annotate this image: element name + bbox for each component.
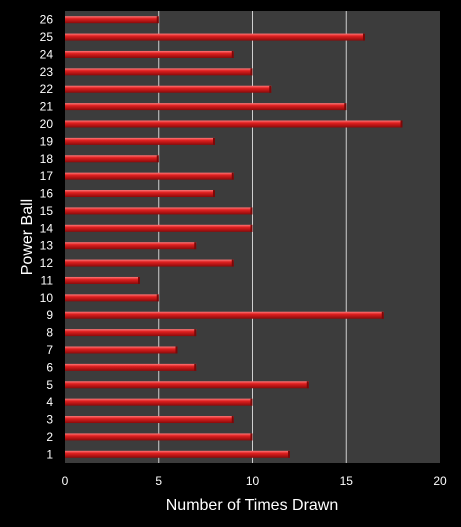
- bar-22: [65, 85, 272, 93]
- bar-5: [65, 381, 309, 389]
- x-tick-label: 0: [62, 474, 69, 488]
- bar-20: [65, 120, 403, 128]
- y-tick-label: 20: [40, 117, 54, 131]
- y-tick-label: 9: [46, 308, 53, 322]
- y-tick-label: 14: [40, 221, 54, 235]
- bar-end-cap-7: [175, 346, 178, 354]
- bar-end-cap-11: [138, 276, 140, 284]
- bar-end-cap-21: [344, 103, 347, 111]
- y-tick-label: 17: [40, 169, 54, 183]
- bar-end-cap-23: [250, 68, 253, 76]
- bar-11: [65, 276, 140, 284]
- bar-18: [65, 155, 159, 163]
- bar-end-cap-15: [250, 207, 253, 215]
- bar-end-cap-18: [156, 155, 159, 163]
- bar-12: [65, 259, 234, 267]
- y-tick-label: 25: [40, 30, 54, 44]
- y-tick-label: 8: [46, 326, 53, 340]
- bars: [65, 16, 403, 458]
- y-tick-label: 18: [40, 152, 54, 166]
- x-tick-labels: 0 5 10 15 20: [62, 474, 447, 488]
- bar-14: [65, 224, 253, 232]
- x-tick-label: 20: [433, 474, 447, 488]
- y-tick-label: 19: [40, 134, 54, 148]
- y-tick-label: 1: [46, 447, 53, 461]
- y-tick-label: 2: [46, 430, 53, 444]
- y-tick-label: 3: [46, 413, 53, 427]
- bar-19: [65, 137, 215, 145]
- bar-end-cap-12: [231, 259, 234, 267]
- y-tick-label: 6: [46, 360, 53, 374]
- y-tick-label: 11: [41, 273, 54, 287]
- bar-10: [65, 294, 159, 302]
- bar-3: [65, 416, 234, 424]
- y-tick-label: 24: [40, 47, 54, 61]
- bar-17: [65, 172, 234, 180]
- bar-end-cap-3: [231, 416, 234, 424]
- bar-4: [65, 398, 253, 406]
- bar-end-cap-13: [194, 242, 197, 250]
- y-tick-label: 26: [40, 13, 54, 27]
- bar-2: [65, 433, 253, 441]
- bar-end-cap-24: [231, 50, 234, 58]
- bar-end-cap-1: [288, 450, 290, 458]
- bar-1: [65, 450, 290, 458]
- y-tick-label: 23: [40, 65, 54, 79]
- y-tick-label: 4: [46, 395, 53, 409]
- y-tick-label: 7: [46, 343, 53, 357]
- y-tick-label: 5: [46, 378, 53, 392]
- x-tick-label: 10: [246, 474, 260, 488]
- bar-25: [65, 33, 365, 41]
- bar-6: [65, 363, 197, 371]
- bar-end-cap-25: [363, 33, 365, 41]
- x-tick-label: 15: [340, 474, 354, 488]
- bar-7: [65, 346, 178, 354]
- y-tick-label: 10: [40, 291, 54, 305]
- bar-end-cap-8: [194, 329, 197, 337]
- bar-end-cap-16: [213, 190, 215, 198]
- bar-end-cap-19: [213, 137, 215, 145]
- bar-8: [65, 329, 197, 337]
- bar-9: [65, 311, 384, 319]
- bar-21: [65, 103, 347, 111]
- bar-end-cap-9: [381, 311, 384, 319]
- y-tick-label: 21: [40, 100, 54, 114]
- y-tick-labels: 1234567891011121314151617181920212223242…: [40, 13, 54, 462]
- bar-15: [65, 207, 253, 215]
- bar-end-cap-26: [156, 16, 159, 24]
- bar-end-cap-20: [400, 120, 403, 128]
- y-tick-label: 13: [40, 239, 54, 253]
- bar-end-cap-5: [306, 381, 309, 389]
- bar-16: [65, 190, 215, 198]
- bar-end-cap-2: [250, 433, 253, 441]
- bar-end-cap-4: [250, 398, 253, 406]
- x-tick-label: 5: [155, 474, 162, 488]
- y-tick-label: 12: [40, 256, 54, 270]
- bar-24: [65, 50, 234, 58]
- bar-end-cap-22: [269, 85, 272, 93]
- y-tick-label: 16: [40, 187, 54, 201]
- bar-23: [65, 68, 253, 76]
- bar-26: [65, 16, 159, 24]
- bar-end-cap-17: [231, 172, 234, 180]
- y-tick-label: 15: [40, 204, 54, 218]
- y-axis-title: Power Ball: [19, 199, 36, 275]
- bar-end-cap-10: [156, 294, 159, 302]
- bar-end-cap-6: [194, 363, 197, 371]
- bar-13: [65, 242, 197, 250]
- y-tick-label: 22: [40, 82, 54, 96]
- bar-end-cap-14: [250, 224, 253, 232]
- x-axis-title: Number of Times Drawn: [166, 497, 339, 514]
